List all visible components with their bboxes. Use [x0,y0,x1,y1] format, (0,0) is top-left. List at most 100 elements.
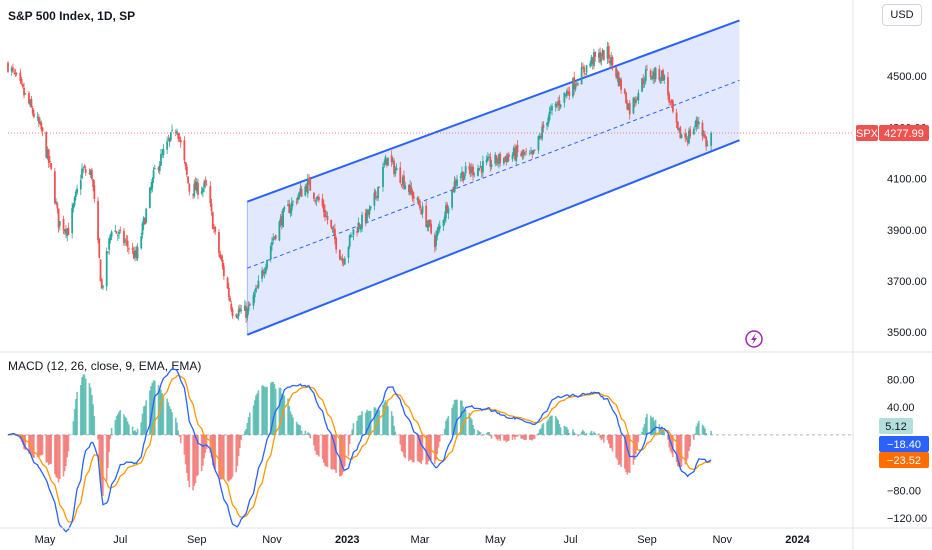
candle-body [636,98,639,100]
candle-body [151,178,154,189]
macd-histogram-bar [542,423,545,435]
macd-histogram-bar [698,420,700,435]
candle-body [142,217,145,226]
macd-histogram-bar [31,434,34,458]
macd-histogram-bar [404,434,407,459]
time-tick-label: Nov [712,534,732,546]
last-price-tag-text: 4277.99 [884,128,924,140]
candle-body [502,157,505,164]
macd-histogram-bar [563,425,566,435]
candle-body [36,116,39,118]
candle-body [321,198,324,207]
macd-histogram-bar [606,434,609,441]
macd-histogram-bar [348,434,351,445]
candle-body [110,231,113,237]
macd-histogram-bar [641,431,643,435]
macd-histogram-bar [488,431,490,435]
macd-histogram-bar [451,407,453,435]
symbol-tag: SPX [856,125,879,142]
candle-body [685,138,688,139]
macd-histogram-bar [566,427,568,435]
candle-body [472,166,474,176]
macd-histogram-bar [145,400,147,435]
macd-histogram-bar [635,434,637,455]
macd-histogram-bar [214,434,217,470]
candle-body [324,209,326,218]
macd-histogram-bar [115,416,118,435]
candle-body [279,217,282,223]
candle-body [377,187,379,199]
macd-histogram-bar [205,434,208,449]
macd-histogram-bar [617,434,620,466]
candle-body [40,122,43,130]
macd-histogram-bar [435,434,437,461]
candle-body [256,287,259,289]
macd-histogram-bar [556,418,558,435]
candle-body [686,139,689,143]
candle-body [451,189,453,208]
candle-body [340,258,342,260]
macd-histogram-bar [532,434,535,440]
channel-median-line [247,79,740,269]
macd-histogram-bar [341,434,344,475]
candle-body [197,183,199,195]
candle-body [400,184,403,185]
macd-histogram-bar [374,407,377,435]
macd-histogram-bar [237,434,240,457]
macd-histogram-bar [209,434,212,453]
macd-histogram-bar [551,415,553,435]
candle-body [590,56,593,65]
candle-body [520,153,523,157]
macd-histogram-bar [425,434,427,465]
candle-body [287,204,289,207]
macd-histogram-bar [47,434,50,466]
macd-histogram-bar [477,430,479,435]
regression-channel[interactable] [8,19,854,336]
candle-body [689,129,692,137]
currency-button[interactable]: USD [882,4,922,26]
candle-body [419,204,421,209]
candle-body [651,77,653,80]
candle-body [641,78,643,92]
macd-histogram-bar [480,434,483,436]
macd-histogram-bar [490,434,493,439]
macd-histogram-bar [313,434,315,446]
macd-histogram-bar [364,412,367,435]
candle-body [105,251,108,287]
candle-body [438,225,441,229]
macd-histogram-bar [174,417,177,435]
lightning-icon[interactable] [745,330,763,348]
macd-histogram-bar [278,387,281,435]
price-tick-label: 3500.00 [887,327,927,339]
time-tick-label: Sep [187,534,207,546]
candle-body [168,137,171,142]
macd-histogram-bar [141,413,144,435]
candle-body [177,133,180,139]
macd-histogram-bar [572,429,574,435]
candle-body [593,52,595,67]
candle-body [533,149,536,151]
channel-lower-line [246,139,740,336]
candle-body [447,208,450,214]
macd-histogram-bar [203,434,205,459]
macd-histogram-bar [473,428,476,435]
macd-histogram-bar [73,409,76,435]
candle-body [662,70,664,81]
candle-body [169,132,172,141]
macd-histogram-bar [489,434,492,437]
candle-body [41,127,44,132]
candle-body [132,250,135,259]
candle-body [710,133,713,146]
candle-body [148,187,151,208]
macd-histogram-bar [157,384,160,435]
macd-indicator-title[interactable]: MACD (12, 26, close, 9, EMA, EMA) [8,359,202,373]
macd-histogram-bar [176,422,178,435]
macd-histogram-bar [257,390,260,435]
macd-histogram-bar [651,417,653,435]
macd-histogram-bar [557,420,559,435]
macd-histogram-bar [334,434,336,471]
macd-histogram-bar [468,412,471,435]
candle-body [602,50,605,61]
histogram-value-tag-text: 5.12 [885,421,906,433]
